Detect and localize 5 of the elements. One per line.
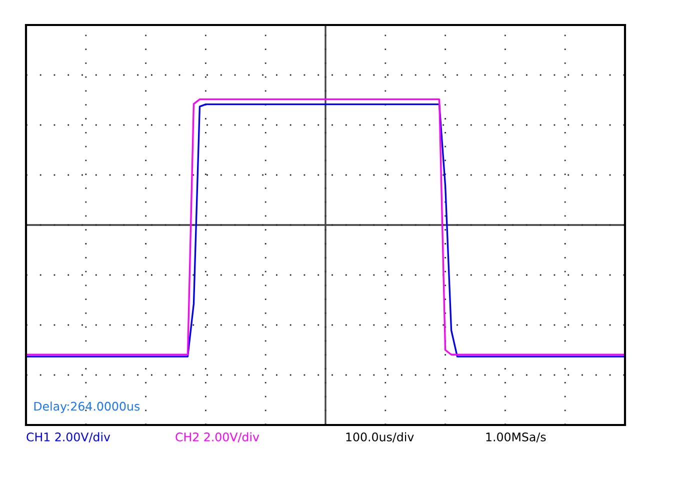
text: CH2 2.00V/div [176, 432, 260, 442]
text: Delay:264.0000us [34, 402, 140, 413]
text: 1.00MSa/s [486, 432, 546, 442]
text: 100.0us/div [346, 432, 414, 442]
text: CH1 2.00V/div [26, 432, 110, 442]
